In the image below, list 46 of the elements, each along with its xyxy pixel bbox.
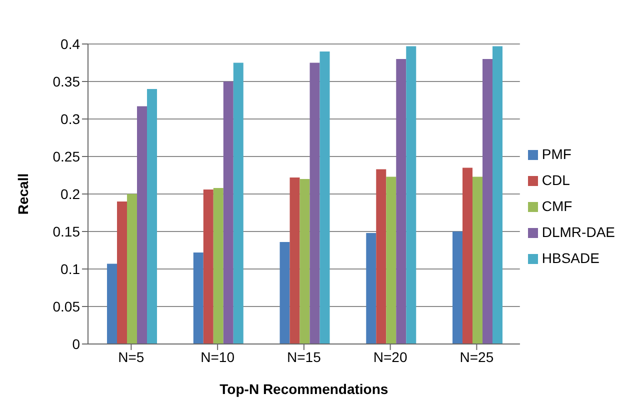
x-tick-label: N=20 (373, 348, 408, 365)
bar (127, 194, 138, 344)
bar (310, 62, 320, 344)
y-axis-title: Recall (14, 173, 31, 215)
bar (452, 232, 463, 344)
legend-label: PMF (542, 146, 572, 162)
bar (472, 176, 483, 344)
legend-label: DLMR-DAE (542, 224, 615, 240)
y-tick-label: 0.25 (52, 148, 80, 164)
y-tick-label: 0.15 (52, 223, 80, 240)
bar (117, 202, 128, 344)
x-axis-title: Top-N Recommendations (220, 381, 388, 397)
bar (300, 179, 310, 344)
bar (482, 59, 493, 344)
x-tick-label: N=25 (460, 348, 494, 365)
bar (290, 178, 300, 344)
bar (193, 252, 204, 344)
bar (386, 176, 396, 344)
legend-label: CDL (542, 172, 570, 188)
x-tick-label: N=10 (200, 348, 235, 365)
y-tick-label: 0.05 (52, 298, 80, 314)
legend-label: HBSADE (542, 250, 600, 266)
y-tick-label: 0.3 (60, 110, 80, 127)
x-tick-label: N=5 (118, 348, 144, 365)
bar (213, 188, 224, 344)
bar (366, 233, 376, 344)
y-tick-label: 0.2 (60, 186, 80, 202)
bar (223, 82, 234, 344)
y-tick-label: 0.1 (60, 260, 80, 277)
bar (233, 62, 244, 344)
bar (203, 190, 214, 344)
bar (320, 52, 330, 344)
bar (376, 169, 386, 344)
legend-label: CMF (542, 198, 572, 214)
y-tick-label: 0 (72, 336, 80, 352)
bar (406, 46, 416, 344)
x-tick-label: N=15 (287, 348, 322, 365)
bar (280, 242, 290, 344)
y-tick-label: 0.4 (60, 36, 80, 52)
bar (107, 264, 118, 344)
bar (147, 89, 158, 344)
bar (492, 46, 503, 344)
bar (137, 106, 148, 344)
bar (396, 59, 406, 344)
y-tick-label: 0.35 (52, 73, 80, 90)
bar (462, 168, 473, 344)
